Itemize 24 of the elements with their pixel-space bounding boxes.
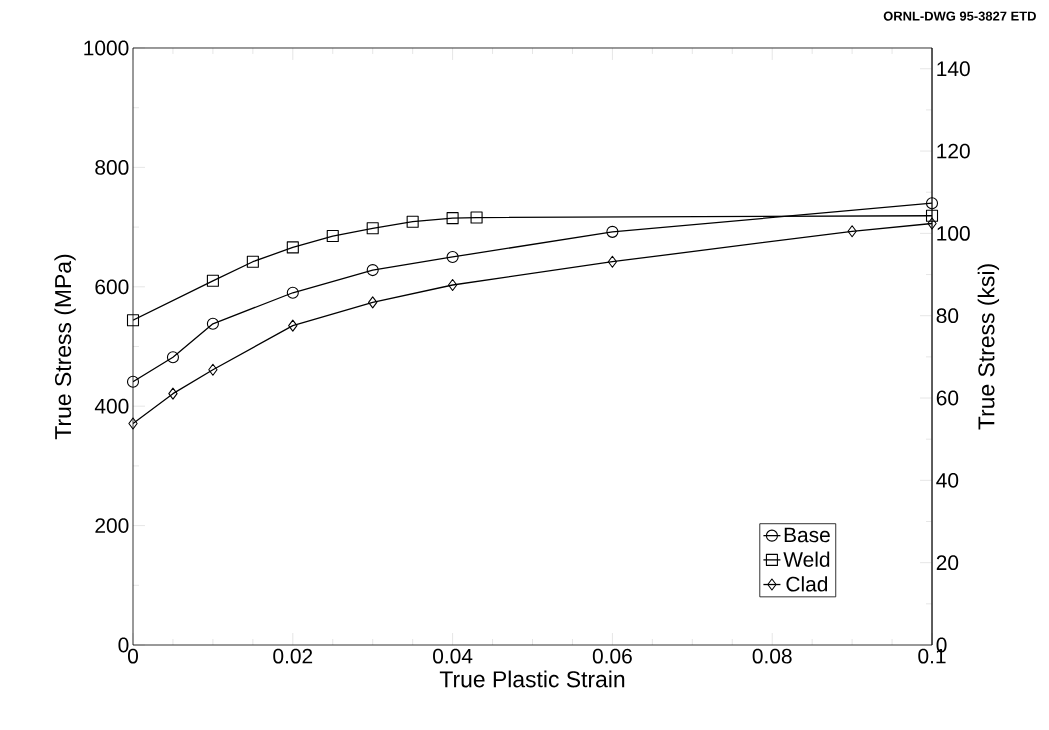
text: ORNL-DWG 95-3827 ETD xyxy=(883,11,1036,21)
y2-tick-label: 20 xyxy=(936,555,959,571)
legend-label: Clad xyxy=(786,576,828,592)
y-tick-label: 400 xyxy=(94,398,129,414)
y-tick-label: 800 xyxy=(95,159,129,175)
y2-tick-label: 40 xyxy=(936,472,959,488)
y2-axis-title: True Stress (ksi) xyxy=(977,264,1000,430)
x-axis-title: True Plastic Strain xyxy=(439,670,625,688)
x-tick-label: 0.04 xyxy=(433,648,473,664)
legend-label: Weld xyxy=(783,551,830,567)
x-tick-label: 0.06 xyxy=(592,648,632,664)
y2-tick-label: 120 xyxy=(937,143,970,159)
y-axis-title: True Stress (MPa) xyxy=(54,254,76,440)
legend-label: Base xyxy=(784,527,830,543)
x-tick-label: 0.02 xyxy=(273,648,313,664)
y-tick-label: 200 xyxy=(95,518,129,533)
y2-tick-label: 140 xyxy=(937,61,970,77)
x-tick-label: 0.08 xyxy=(752,648,792,664)
y2-tick-label: 60 xyxy=(936,390,959,406)
y-tick-label: 600 xyxy=(95,279,129,295)
y-tick-label: 0 xyxy=(118,637,129,653)
y2-tick-label: 100 xyxy=(937,225,970,241)
y-tick-label: 1000 xyxy=(84,40,129,56)
y2-tick-label: 80 xyxy=(936,308,959,324)
